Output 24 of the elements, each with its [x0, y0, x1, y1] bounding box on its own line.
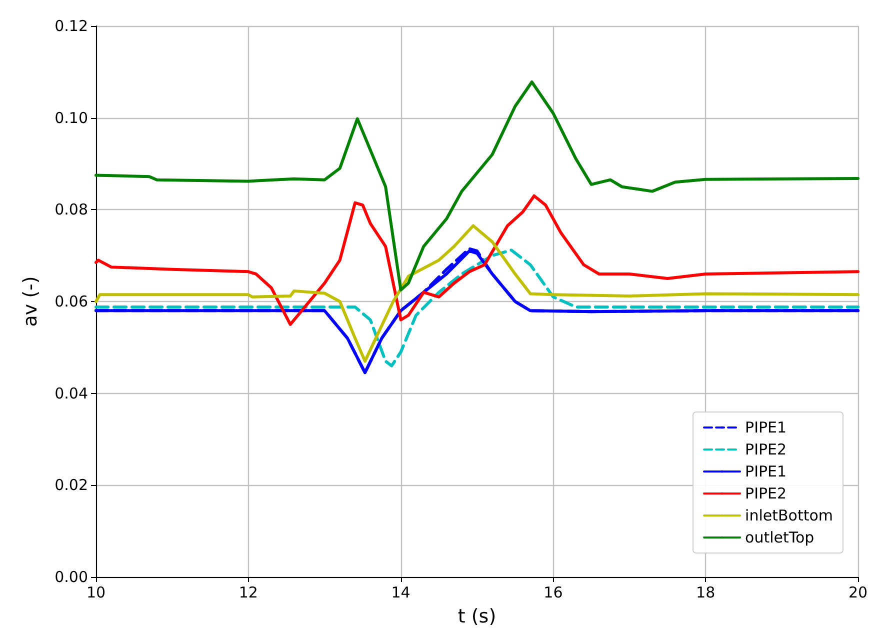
y-axis-title: av (-): [20, 276, 42, 327]
line-series: [94, 80, 860, 292]
y-tick-label: 0.12: [54, 17, 88, 35]
y-tick-label: 0.06: [54, 292, 88, 310]
y-tick-label: 0.02: [54, 476, 88, 494]
y-tick-label: 0.10: [54, 108, 88, 127]
y-tick-label: 0.00: [54, 568, 88, 586]
x-tick-label: 16: [544, 584, 563, 602]
x-tick-label: 20: [848, 584, 868, 602]
legend-label: PIPE2: [745, 484, 787, 502]
legend-label: PIPE1: [745, 418, 787, 436]
x-tick-label: 12: [238, 584, 258, 602]
legend-label: PIPE1: [745, 462, 787, 480]
legend-label: outletTop: [745, 528, 814, 546]
legend-label: PIPE2: [745, 440, 787, 458]
x-tick-label: 10: [86, 584, 106, 602]
y-tick-label: 0.04: [54, 384, 88, 402]
line-series: [94, 194, 860, 326]
x-tick-label: 18: [696, 584, 716, 602]
x-axis-title: t (s): [458, 606, 496, 628]
line-series: [94, 224, 860, 363]
legend-label: inletBottom: [745, 506, 834, 524]
x-tick-label: 14: [391, 584, 410, 602]
y-tick-label: 0.08: [54, 200, 88, 219]
